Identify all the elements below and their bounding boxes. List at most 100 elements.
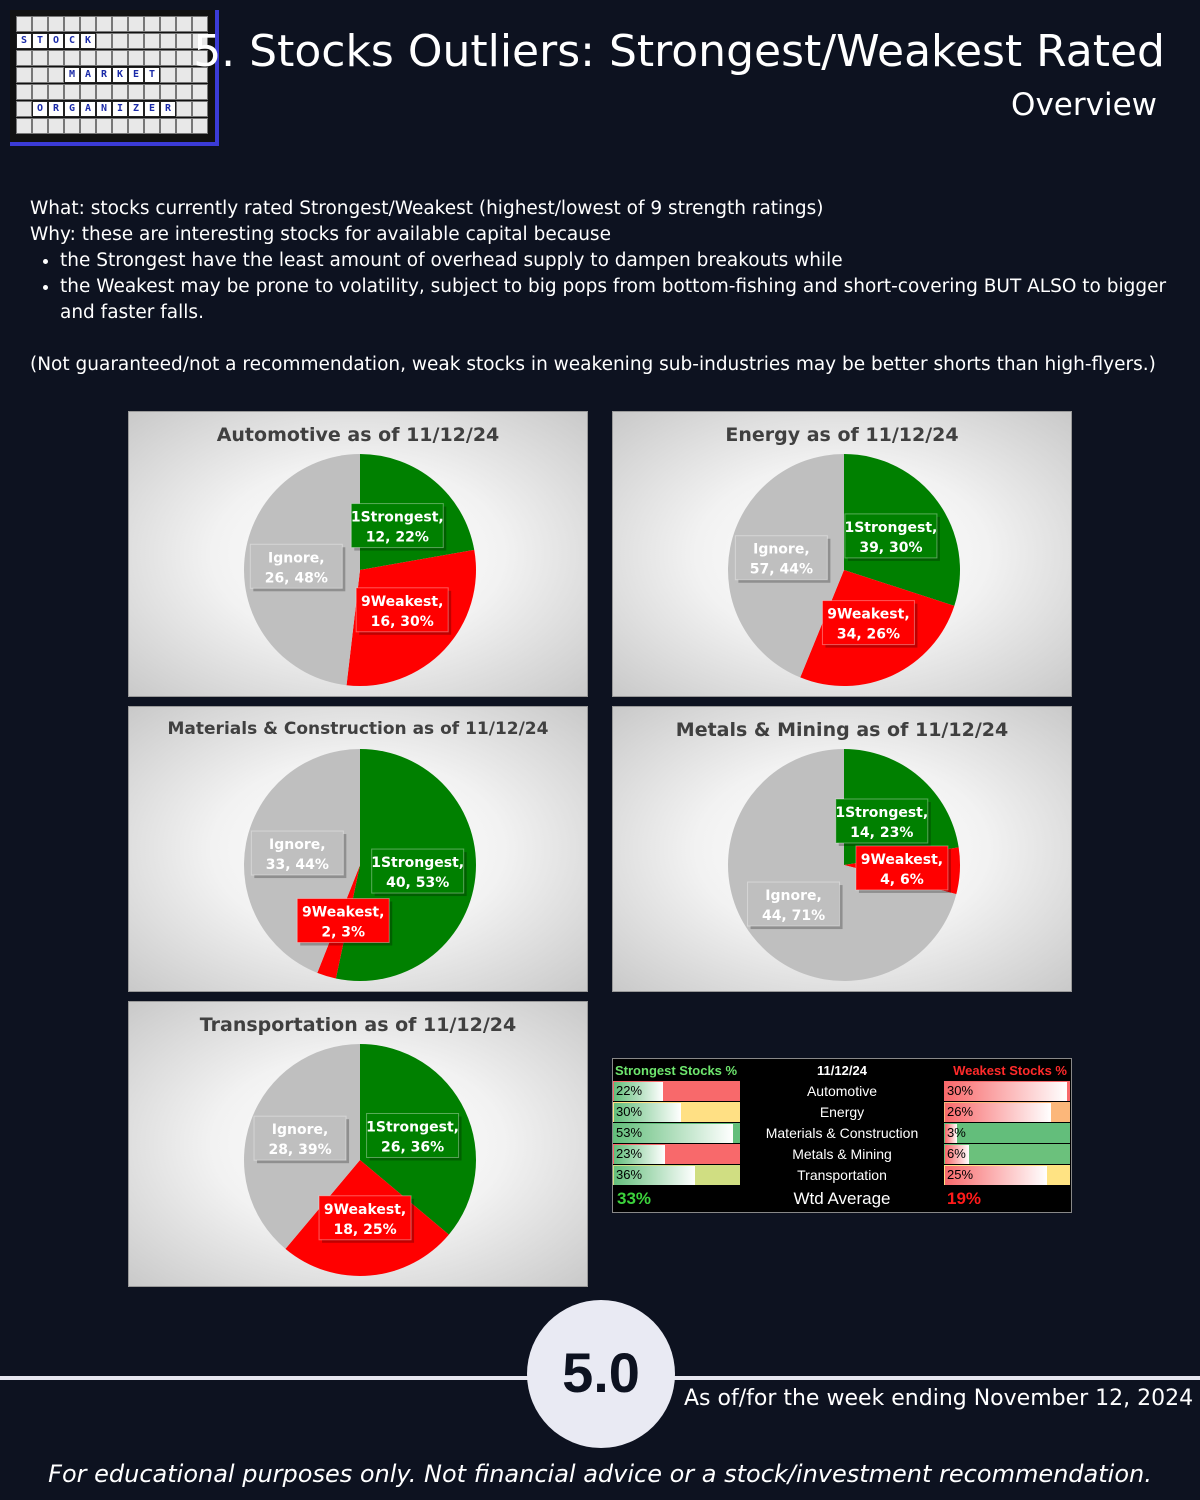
- logo-cell: [16, 16, 32, 32]
- strongest-value: 36%: [616, 1167, 643, 1182]
- logo-cell: [128, 16, 144, 32]
- logo-cell: [192, 101, 208, 117]
- logo-cell: [192, 33, 208, 49]
- intro-bullet: the Strongest have the least amount of o…: [60, 248, 1180, 274]
- data-label: 9Weakest, 16, 30%: [355, 587, 452, 635]
- logo-letter: T: [32, 33, 48, 49]
- data-label-value: 34, 26%: [837, 627, 900, 643]
- chart-title: Transportation as of 11/12/24: [199, 1014, 517, 1036]
- logo-cell: [48, 67, 64, 83]
- logo-cell: [192, 67, 208, 83]
- logo-cell: [144, 16, 160, 32]
- logo-cell: [160, 16, 176, 32]
- logo-cell: [96, 118, 112, 134]
- logo-cell: [176, 67, 192, 83]
- label-box: [366, 1112, 460, 1158]
- data-label-value: 44, 71%: [762, 908, 825, 924]
- data-label-name: 1Strongest,: [366, 1119, 459, 1135]
- logo-cell: [112, 50, 128, 66]
- data-label: Ignore, 26, 48%: [249, 543, 346, 592]
- data-label-name: Ignore,: [272, 1122, 329, 1138]
- weakest-cell: 26%: [944, 1102, 1070, 1122]
- strongest-value: 30%: [616, 1104, 643, 1119]
- strongest-cell: 53%: [613, 1123, 740, 1143]
- logo-cell: [144, 118, 160, 134]
- weakest-cell: 3%: [944, 1123, 1070, 1143]
- data-label: Ignore, 44, 71%: [747, 881, 843, 930]
- strongest-value: 23%: [616, 1146, 643, 1161]
- logo-cell: [112, 84, 128, 100]
- strongest-cell: 22%: [613, 1081, 740, 1101]
- strongest-databar: [614, 1145, 665, 1164]
- data-label-value: 16, 30%: [371, 614, 434, 630]
- data-label-value: 40, 53%: [386, 875, 449, 891]
- weakest-cell: 25%: [944, 1165, 1070, 1185]
- logo-cell: [128, 118, 144, 134]
- data-label: 1Strongest, 40, 53%: [371, 848, 467, 897]
- logo-cell: [64, 84, 80, 100]
- logo-cell: [176, 118, 192, 134]
- pie-panel-energy: Energy as of 11/12/24 1Strongest, 39, 30%…: [612, 411, 1072, 697]
- strongest-cell: 36%: [613, 1165, 740, 1185]
- logo-letter: R: [160, 101, 176, 117]
- strongest-cell: 23%: [613, 1144, 740, 1164]
- section-number-badge: 5.0: [527, 1300, 675, 1448]
- strongest-value: 22%: [616, 1083, 643, 1098]
- logo-cell: [144, 84, 160, 100]
- data-label-name: 1Strongest,: [835, 805, 928, 821]
- pie-panel-metals-mining: Metals & Mining as of 11/12/24 1Stronges…: [612, 706, 1072, 992]
- weakest-cell: 6%: [944, 1144, 1070, 1164]
- sector-name: Metals & Mining: [792, 1146, 892, 1162]
- pie-chart: 1Strongest, 40, 53%9Weakest, 2, 3% Ignore, 3…: [243, 749, 476, 981]
- label-box: [249, 543, 343, 589]
- logo-cell: [80, 16, 96, 32]
- logo-cell: [176, 84, 192, 100]
- header-weakest: Weakest Stocks %: [953, 1063, 1067, 1078]
- logo-cell: [64, 118, 80, 134]
- chart-title: Automotive as of 11/12/24: [216, 424, 500, 446]
- logo-cell: [176, 16, 192, 32]
- logo-letter: A: [80, 101, 96, 117]
- intro-note: (Not guaranteed/not a recommendation, we…: [30, 354, 1156, 375]
- logo-letter: E: [144, 101, 160, 117]
- logo-letter: N: [96, 101, 112, 117]
- intro-what: What: stocks currently rated Strongest/W…: [30, 198, 824, 219]
- data-label-name: 1Strongest,: [351, 510, 444, 526]
- strongest-databar: [614, 1124, 733, 1143]
- data-label-value: 2, 3%: [321, 925, 365, 941]
- pie-chart: 1Strongest, 14, 23% 9Weakest, 4, 6% Ignore, 4…: [728, 749, 960, 981]
- logo-letter: I: [112, 101, 128, 117]
- data-label-name: 9Weakest,: [861, 852, 943, 868]
- data-label: 9Weakest, 4, 6%: [855, 845, 951, 893]
- logo-cell: [112, 118, 128, 134]
- logo-cell: [32, 50, 48, 66]
- data-label: 9Weakest, 18, 25%: [318, 1195, 415, 1243]
- logo-letter: R: [96, 67, 112, 83]
- logo-cell: [160, 84, 176, 100]
- data-label-name: 9Weakest,: [827, 607, 909, 623]
- logo-cell: [16, 84, 32, 100]
- pie-panel-automotive: Automotive as of 11/12/24 1Strongest, 12,…: [128, 411, 588, 697]
- wtd-average-label: Wtd Average: [793, 1189, 891, 1208]
- weakest-databar: [945, 1166, 1047, 1185]
- data-label-name: 9Weakest,: [361, 594, 443, 610]
- data-label-value: 4, 6%: [880, 872, 924, 888]
- logo-cell: [16, 118, 32, 134]
- strongest-value: 53%: [616, 1125, 643, 1140]
- chart-title: Energy as of 11/12/24: [725, 424, 959, 446]
- logo-cell: [64, 50, 80, 66]
- pie-chart: 1Strongest, 39, 30% 9Weakest, 34, 26% Ignore…: [728, 454, 960, 686]
- label-box: [747, 881, 841, 927]
- data-label-name: 1Strongest,: [371, 855, 464, 871]
- weakest-databar: [945, 1145, 969, 1164]
- logo-letter: M: [64, 67, 80, 83]
- logo-cell: [192, 118, 208, 134]
- intro-text: What: stocks currently rated Strongest/W…: [30, 196, 1180, 378]
- logo-cell: [96, 50, 112, 66]
- summary-table: Strongest Stocks % 11/12/24 Weakest Stoc…: [612, 1058, 1072, 1213]
- label-box: [835, 798, 929, 844]
- data-label: 9Weakest, 2, 3%: [296, 898, 393, 946]
- logo-letter: G: [64, 101, 80, 117]
- logo-cell: [48, 84, 64, 100]
- intro-bullets: the Strongest have the least amount of o…: [30, 248, 1180, 326]
